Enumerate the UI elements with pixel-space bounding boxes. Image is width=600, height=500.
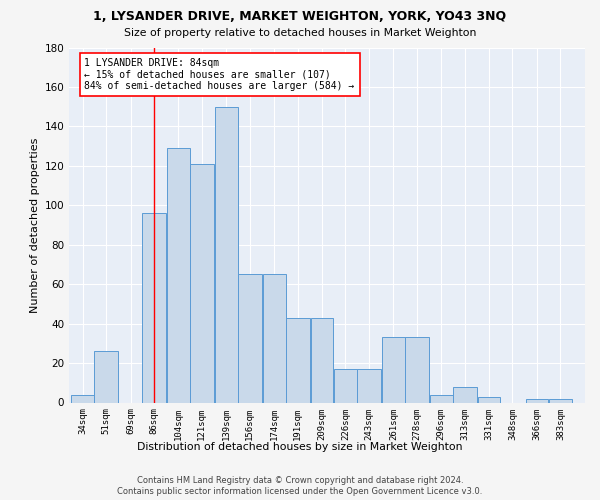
- Bar: [478, 396, 500, 402]
- Bar: [405, 338, 428, 402]
- Bar: [382, 338, 404, 402]
- Text: Size of property relative to detached houses in Market Weighton: Size of property relative to detached ho…: [124, 28, 476, 38]
- Bar: [334, 369, 357, 402]
- Bar: [357, 369, 380, 402]
- Text: Contains public sector information licensed under the Open Government Licence v3: Contains public sector information licen…: [118, 487, 482, 496]
- Bar: [167, 148, 190, 403]
- Bar: [452, 386, 476, 402]
- Text: 1 LYSANDER DRIVE: 84sqm
← 15% of detached houses are smaller (107)
84% of semi-d: 1 LYSANDER DRIVE: 84sqm ← 15% of detache…: [85, 58, 355, 92]
- Bar: [238, 274, 262, 402]
- Bar: [311, 318, 334, 402]
- Bar: [549, 398, 572, 402]
- Text: Distribution of detached houses by size in Market Weighton: Distribution of detached houses by size …: [137, 442, 463, 452]
- Bar: [190, 164, 214, 402]
- Text: Contains HM Land Registry data © Crown copyright and database right 2024.: Contains HM Land Registry data © Crown c…: [137, 476, 463, 485]
- Bar: [142, 213, 166, 402]
- Bar: [430, 394, 452, 402]
- Bar: [526, 398, 548, 402]
- Bar: [286, 318, 310, 402]
- Text: 1, LYSANDER DRIVE, MARKET WEIGHTON, YORK, YO43 3NQ: 1, LYSANDER DRIVE, MARKET WEIGHTON, YORK…: [94, 10, 506, 23]
- Bar: [263, 274, 286, 402]
- Bar: [94, 351, 118, 403]
- Y-axis label: Number of detached properties: Number of detached properties: [30, 138, 40, 312]
- Bar: [215, 106, 238, 403]
- Bar: [71, 394, 94, 402]
